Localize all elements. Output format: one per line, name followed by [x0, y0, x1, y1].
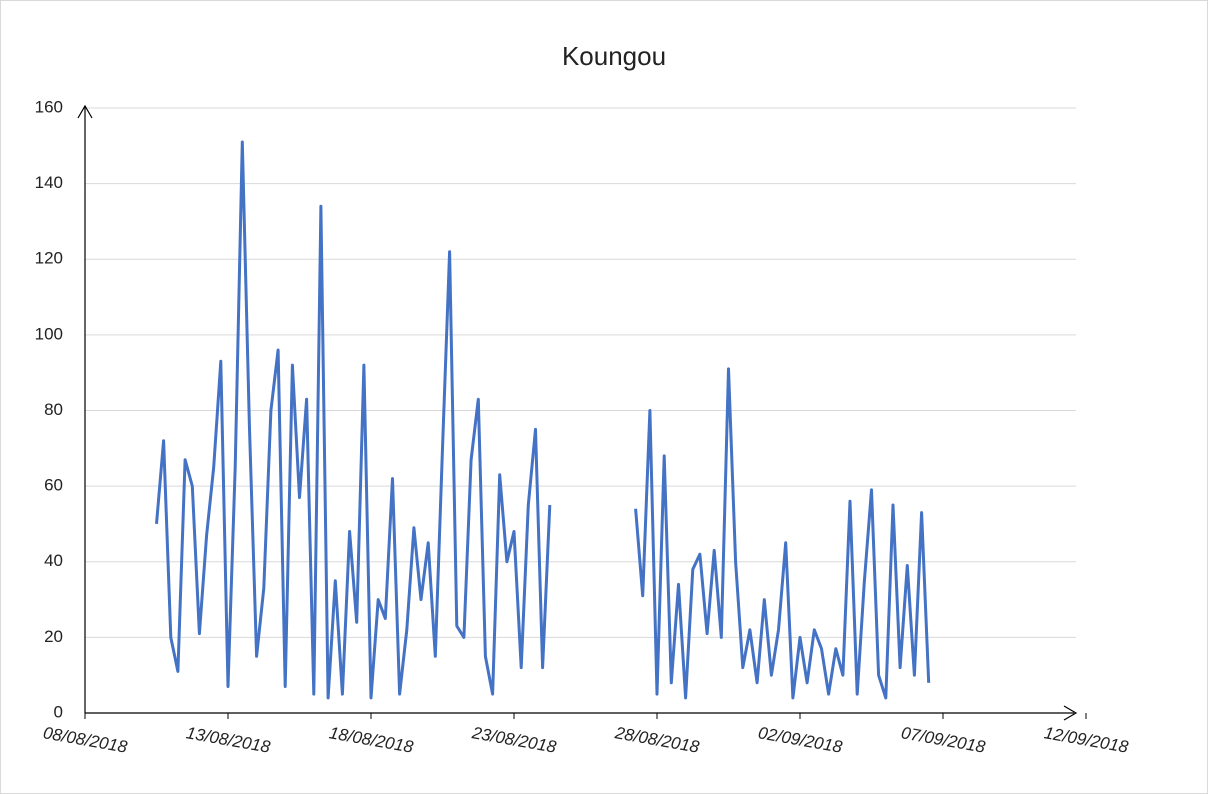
y-tick-label: 20: [44, 627, 63, 646]
y-tick-label: 80: [44, 400, 63, 419]
y-tick-label: 100: [35, 324, 63, 343]
y-tick-label: 160: [35, 97, 63, 116]
y-tick-label: 60: [44, 476, 63, 495]
y-tick-label: 120: [35, 249, 63, 268]
x-axis-arrow: [1063, 705, 1078, 721]
y-tick-label: 40: [44, 551, 63, 570]
y-axis-arrow: [77, 104, 93, 119]
series-line: [634, 367, 931, 700]
series-line: [155, 140, 552, 700]
y-tick-label: 140: [35, 173, 63, 192]
y-tick-label: 0: [54, 702, 63, 721]
chart-title: Koungou: [562, 41, 666, 71]
